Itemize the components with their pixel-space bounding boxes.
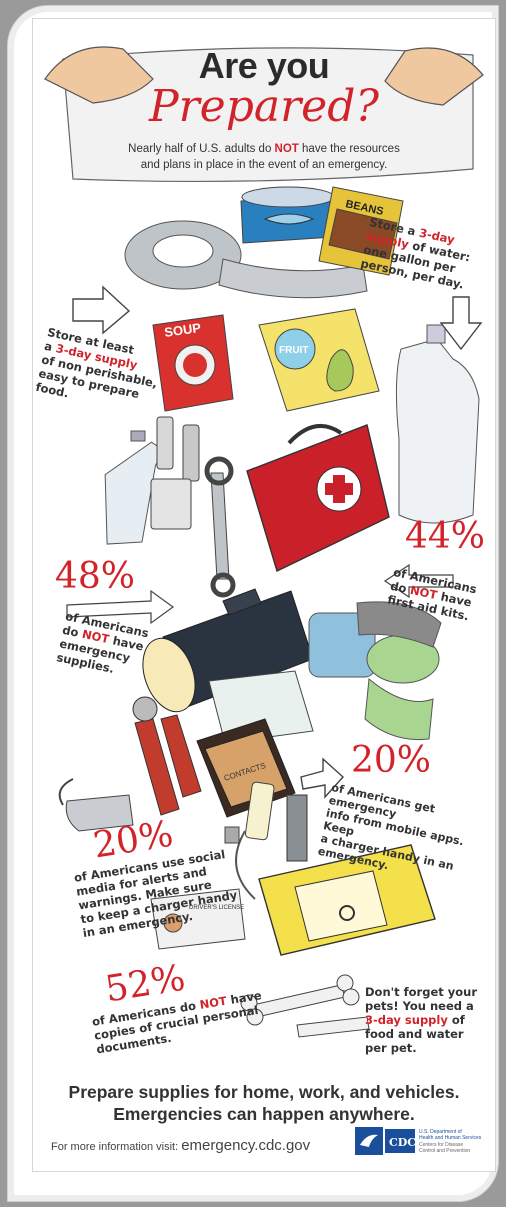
water-bottle-icon	[104, 430, 165, 545]
footer-url-link[interactable]: emergency.cdc.gov	[181, 1137, 311, 1154]
title-bottom: Prepared?	[149, 81, 379, 132]
infographic: BEANS SOUP FRUIT	[32, 18, 496, 1172]
cdc-wordmark: CDC	[389, 1136, 416, 1149]
beans-can-icon: BEANS	[318, 186, 404, 276]
left-hand-icon	[44, 46, 154, 104]
pets-note-l3: of	[447, 1013, 465, 1027]
pets-note-l1: Don't forget your	[365, 985, 478, 999]
right-hand-icon	[384, 47, 484, 106]
arrow-left-icon	[383, 563, 454, 599]
subtitle: Nearly half of U.S. adults do NOT have t…	[93, 141, 435, 173]
first-aid-kit-icon	[246, 424, 390, 572]
subtitle-text-c: and plans in place in the event of an em…	[140, 159, 388, 171]
whistle-icon	[58, 778, 134, 832]
cdc-logo: CDC U.S. Department of Health and Human …	[355, 1125, 485, 1159]
title-top: Are you	[198, 45, 330, 86]
footer-line-1: Prepare supplies for home, work, and veh…	[68, 1082, 460, 1102]
stat-48-percent: 48%	[55, 556, 136, 597]
flashlight-icon	[142, 588, 314, 713]
pets-note-l2: pets! You need a	[365, 999, 474, 1013]
stat-20-apps-percent: 20%	[351, 740, 432, 781]
footer-info-label: For more information visit:	[51, 1141, 182, 1153]
phone-charger-icon	[224, 781, 275, 900]
arrow-right-icon	[66, 589, 175, 625]
id-card-icon: DRIVER'S LICENSE	[150, 888, 246, 950]
footer-message: Prepare supplies for home, work, and veh…	[33, 1081, 495, 1125]
subtitle-not: NOT	[274, 143, 299, 155]
license-label: DRIVER'S LICENSE	[189, 905, 244, 911]
hhs-line-4: Control and Prevention	[419, 1148, 470, 1154]
power-icon	[339, 905, 355, 921]
water-jug-icon	[395, 324, 480, 524]
tuna-can-icon	[240, 186, 335, 244]
duct-tape-icon	[124, 220, 368, 299]
arrow-right-icon	[72, 285, 131, 335]
footer-info: For more information visit: emergency.cd…	[51, 1137, 310, 1154]
wrench-icon	[204, 456, 236, 598]
pets-note-highlight: 3-day supply	[365, 1013, 448, 1027]
banner-sheet	[44, 46, 484, 183]
pets-note-l5: per pet.	[365, 1041, 417, 1055]
subtitle-text-a: Nearly half of U.S. adults do	[128, 143, 275, 155]
hhs-line-1: U.S. Department of	[419, 1129, 462, 1135]
fruit-label: FRUIT	[279, 345, 308, 356]
arrow-down-icon	[439, 296, 483, 351]
page-frame: BEANS SOUP FRUIT	[8, 6, 498, 1201]
fruit-bag-icon: FRUIT	[258, 308, 380, 412]
soup-label: SOUP	[163, 320, 202, 340]
hhs-line-2: Health and Human Services	[419, 1135, 482, 1141]
plastic-bags-icon	[308, 601, 442, 741]
stat-44-percent: 44%	[405, 516, 486, 557]
emergency-radio-icon	[258, 794, 436, 956]
batteries-icon	[150, 416, 200, 530]
pets-note-l4: food and water	[365, 1027, 464, 1041]
pets-note: Don't forget your pets! You need a 3-day…	[365, 985, 477, 1055]
illustration: BEANS SOUP FRUIT	[44, 46, 484, 1038]
can-opener-icon	[132, 696, 202, 816]
soup-can-icon: SOUP	[152, 314, 234, 412]
subtitle-text-b: have the resources	[298, 143, 400, 155]
hhs-line-3: Centers for Disease	[419, 1142, 463, 1148]
dog-bones-icon	[240, 974, 370, 1038]
arrow-right-icon	[300, 757, 344, 799]
footer-line-2: Emergencies can happen anywhere.	[113, 1104, 415, 1124]
